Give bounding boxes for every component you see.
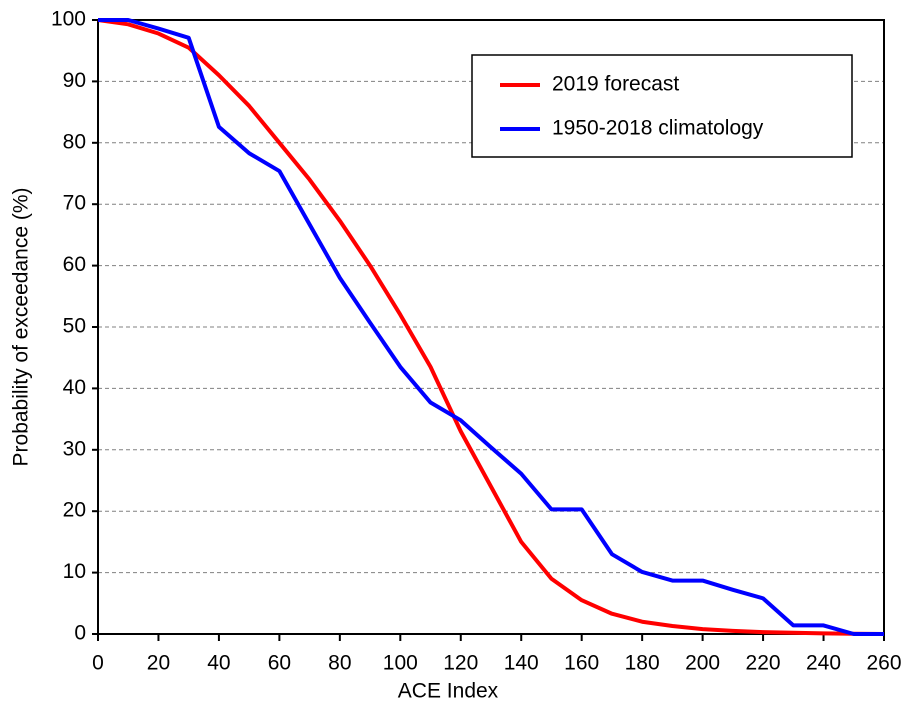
y-tick-label: 20 [63,499,86,522]
x-axis-label: ACE Index [398,680,499,703]
legend-label: 2019 forecast [552,73,679,96]
x-tick-label: 220 [746,652,781,675]
line-series [97,18,885,636]
x-tick-label: 240 [806,652,841,675]
x-tick-label: 0 [92,652,104,675]
x-tick-label: 20 [147,652,170,675]
x-tick-label: 60 [268,652,291,675]
legend-label: 1950-2018 climatology [552,117,764,140]
x-tick-label: 120 [443,652,478,675]
y-tick-label: 50 [63,315,86,338]
line-series [98,18,884,636]
x-tick-label: 100 [383,652,418,675]
x-tick-label: 160 [564,652,599,675]
y-tick-label: 80 [63,130,86,153]
y-tick-label: 10 [63,560,86,583]
x-tick-label: 80 [328,652,351,675]
x-tick-label: 140 [504,652,539,675]
y-axis-label: Probability of exceedance (%) [10,188,33,467]
x-tick-label: 260 [866,652,901,675]
y-tick-label: 40 [63,376,86,399]
legend-box [471,54,853,158]
y-tick-label: 70 [63,192,86,215]
y-tick-label: 100 [51,8,86,31]
x-tick-label: 40 [207,652,230,675]
y-tick-label: 90 [63,69,86,92]
plot-frame [97,19,885,635]
x-tick-label: 200 [685,652,720,675]
y-tick-label: 30 [63,437,86,460]
y-tick-label: 60 [63,253,86,276]
x-tick-label: 180 [625,652,660,675]
y-tick-label: 0 [74,622,86,645]
